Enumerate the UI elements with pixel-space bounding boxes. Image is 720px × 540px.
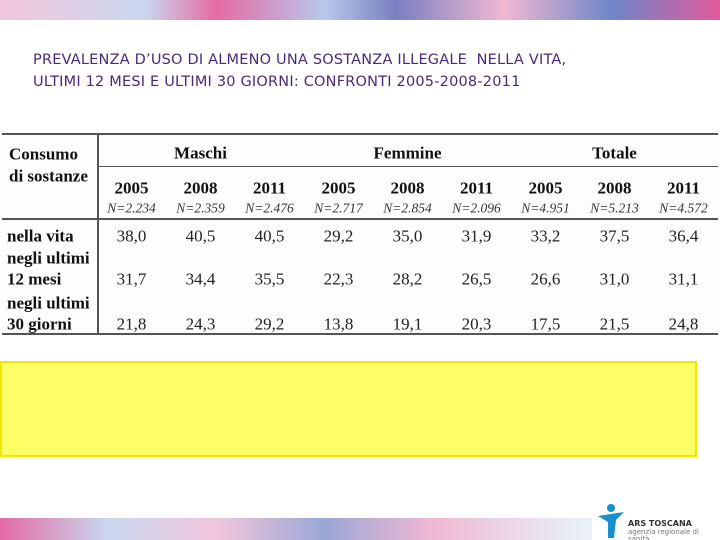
cell-value: 31,0 [599, 269, 630, 289]
header-rule [2, 218, 718, 220]
row-label: 30 giorni [7, 314, 72, 334]
corner-label: di sostanze [9, 166, 88, 186]
cell-value: 21,8 [116, 314, 147, 334]
cell-value: 22,3 [323, 269, 354, 289]
cell-value: 26,6 [530, 269, 561, 289]
cell-value: 20,3 [461, 314, 492, 334]
logo: ARS TOSCANA agenzia regionale di sanità [592, 498, 720, 540]
year-header: 2011 [252, 178, 287, 198]
year-header: 2008 [597, 178, 632, 198]
logo-text: ARS TOSCANA agenzia regionale di sanità [628, 519, 720, 540]
sample-size: N=2.854 [383, 200, 432, 216]
cell-value: 24,8 [668, 314, 699, 334]
row-label: nella vita [7, 226, 74, 246]
sample-size: N=2.717 [314, 200, 363, 216]
cell-value: 13,8 [323, 314, 354, 334]
logo-subtitle: agenzia regionale di sanità [628, 527, 699, 540]
corner-label: Consumo [9, 144, 78, 164]
year-header: 2008 [183, 178, 218, 198]
cell-value: 31,9 [461, 226, 492, 246]
year-header: 2005 [528, 178, 563, 198]
sample-size: N=5.213 [590, 200, 639, 216]
cell-value: 33,2 [530, 226, 561, 246]
cell-value: 36,4 [668, 226, 699, 246]
group-header: Totale [592, 143, 637, 163]
cell-value: 17,5 [530, 314, 561, 334]
cell-value: 31,7 [116, 269, 147, 289]
group-header: Maschi [174, 143, 227, 163]
cell-value: 38,0 [116, 226, 147, 246]
top-band [0, 0, 720, 20]
cell-value: 28,2 [392, 269, 423, 289]
sample-size: N=2.096 [452, 200, 501, 216]
sample-size: N=2.234 [107, 200, 156, 216]
title-line: ULTIMI 12 MESI E ULTIMI 30 GIORNI: CONFR… [33, 73, 521, 90]
logo-icon [598, 504, 624, 538]
cell-value: 26,5 [461, 269, 492, 289]
cell-value: 35,0 [392, 226, 423, 246]
cell-value: 21,5 [599, 314, 630, 334]
logo-name: ARS TOSCANA [628, 519, 692, 528]
cell-value: 35,5 [254, 269, 285, 289]
year-header: 2005 [114, 178, 149, 198]
cell-value: 37,5 [599, 226, 630, 246]
bottom-band [0, 518, 720, 540]
title-line: PREVALENZA D’USO DI ALMENO UNA SOSTANZA … [33, 51, 567, 68]
year-header: 2011 [666, 178, 701, 198]
group-header: Femmine [373, 143, 442, 163]
year-header: 2011 [459, 178, 494, 198]
year-header: 2005 [321, 178, 356, 198]
highlight-box [0, 361, 697, 457]
sample-size: N=2.359 [176, 200, 225, 216]
row-label: 12 mesi [7, 269, 62, 289]
row-label: negli ultimi [7, 293, 90, 313]
cell-value: 40,5 [185, 226, 216, 246]
year-header: 2008 [390, 178, 425, 198]
cell-value: 29,2 [254, 314, 285, 334]
cell-value: 24,3 [185, 314, 216, 334]
cell-value: 34,4 [185, 269, 216, 289]
cell-value: 40,5 [254, 226, 285, 246]
column-divider [97, 133, 99, 335]
sample-size: N=4.951 [521, 200, 570, 216]
sample-size: N=4.572 [659, 200, 708, 216]
sample-size: N=2.476 [245, 200, 294, 216]
cell-value: 31,1 [668, 269, 699, 289]
cell-value: 19,1 [392, 314, 423, 334]
group-rule [97, 166, 718, 167]
row-label: negli ultimi [7, 248, 90, 268]
cell-value: 29,2 [323, 226, 354, 246]
